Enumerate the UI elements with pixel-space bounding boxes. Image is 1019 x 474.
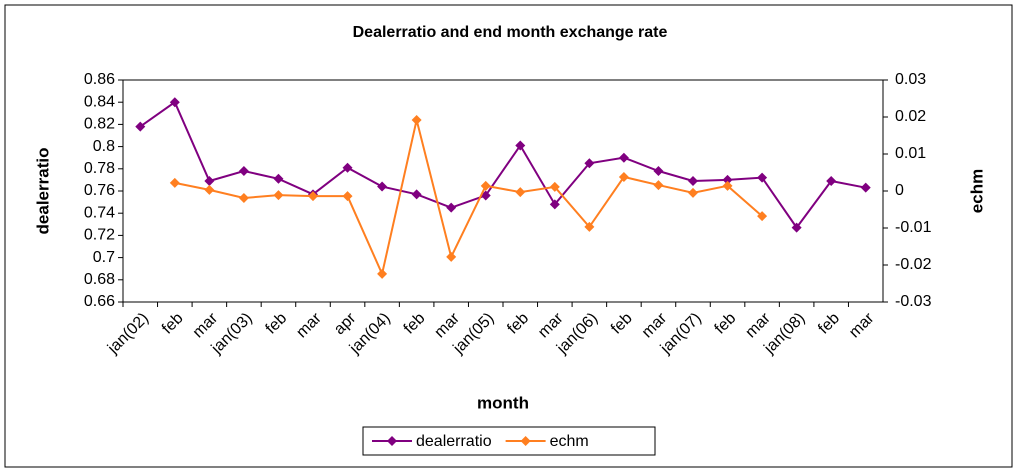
data-point — [135, 121, 146, 132]
data-point — [653, 180, 664, 191]
data-point — [515, 187, 526, 198]
y-tick-label: 0.72 — [84, 227, 115, 244]
data-point — [722, 174, 733, 185]
data-point — [342, 162, 353, 173]
data-point — [480, 180, 491, 191]
y2-tick-label: 0.01 — [895, 145, 926, 162]
data-point — [791, 222, 802, 233]
y-tick-label: 0.8 — [93, 138, 115, 155]
y2-tick-label: 0.03 — [895, 71, 926, 88]
data-point — [411, 189, 422, 200]
data-point — [446, 202, 457, 213]
y-tick-label: 0.76 — [84, 182, 115, 199]
y-tick-label: 0.86 — [84, 71, 115, 88]
data-point — [273, 190, 284, 201]
legend-label: dealerratio — [416, 433, 492, 450]
data-point — [618, 152, 629, 163]
data-point — [688, 176, 698, 187]
y-tick-label: 0.82 — [84, 116, 115, 133]
data-point — [342, 191, 353, 202]
y-tick-label: 0.66 — [84, 293, 115, 310]
legend-marker — [520, 436, 531, 446]
data-point — [446, 251, 457, 262]
data-point — [515, 140, 526, 151]
legend-label: echm — [550, 433, 589, 450]
y-tick-label: 0.74 — [84, 204, 115, 221]
y-tick-label: 0.68 — [84, 271, 115, 288]
y2-tick-label: 0 — [895, 182, 904, 199]
data-point — [411, 114, 422, 125]
data-point — [377, 181, 388, 192]
data-point — [860, 182, 871, 193]
data-point — [308, 191, 318, 202]
data-point — [204, 184, 215, 195]
y2-tick-label: -0.03 — [895, 293, 932, 310]
data-point — [584, 158, 595, 169]
y-tick-label: 0.7 — [93, 249, 115, 266]
series-line — [174, 119, 763, 278]
y2-tick-label: -0.02 — [895, 256, 932, 273]
chart-frame — [4, 4, 1013, 468]
data-point — [273, 173, 284, 184]
data-point — [204, 176, 215, 187]
y-axis-label: dealerratio — [33, 148, 52, 235]
y2-tick-label: -0.01 — [895, 219, 932, 236]
data-point — [549, 199, 560, 210]
x-axis-label: month — [477, 393, 529, 412]
data-point — [584, 221, 595, 232]
chart-title: Dealerratio and end month exchange rate — [353, 24, 668, 41]
y2-axis-label: echm — [967, 169, 986, 213]
data-point — [618, 171, 629, 182]
series-line — [139, 100, 866, 230]
data-point — [549, 181, 560, 192]
legend-marker — [387, 436, 397, 446]
data-point — [238, 166, 249, 177]
data-point — [826, 176, 837, 187]
data-point — [722, 180, 733, 191]
data-point — [653, 166, 664, 177]
data-point — [688, 187, 698, 198]
data-point — [757, 211, 768, 222]
data-point — [238, 193, 249, 204]
y-tick-label: 0.84 — [84, 93, 115, 110]
y2-tick-label: 0.02 — [895, 108, 926, 125]
data-point — [377, 268, 388, 279]
data-point — [757, 172, 768, 183]
y-tick-label: 0.78 — [84, 160, 115, 177]
data-point — [169, 97, 180, 108]
data-point — [169, 177, 180, 188]
